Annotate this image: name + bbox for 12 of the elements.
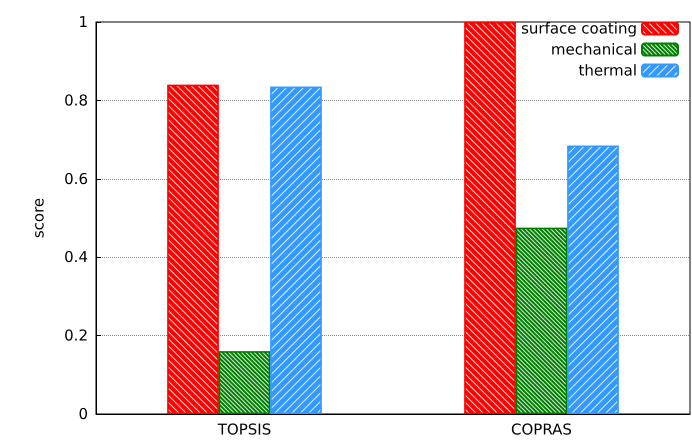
y-tick-label: 1 <box>78 13 88 31</box>
legend-label: mechanical <box>550 40 637 58</box>
x-tick-label: TOPSIS <box>216 420 272 438</box>
x-tick-label: COPRAS <box>511 420 572 438</box>
y-tick-label: 0 <box>78 405 88 423</box>
y-tick-label: 0.6 <box>64 170 88 188</box>
legend-label: thermal <box>578 62 637 80</box>
y-axis-title: score <box>30 198 48 238</box>
y-tick-label: 0.2 <box>64 326 88 345</box>
legend-label: surface coating <box>521 20 637 38</box>
y-tick-label: 0.4 <box>64 248 88 266</box>
y-tick-label: 0.8 <box>64 91 88 110</box>
